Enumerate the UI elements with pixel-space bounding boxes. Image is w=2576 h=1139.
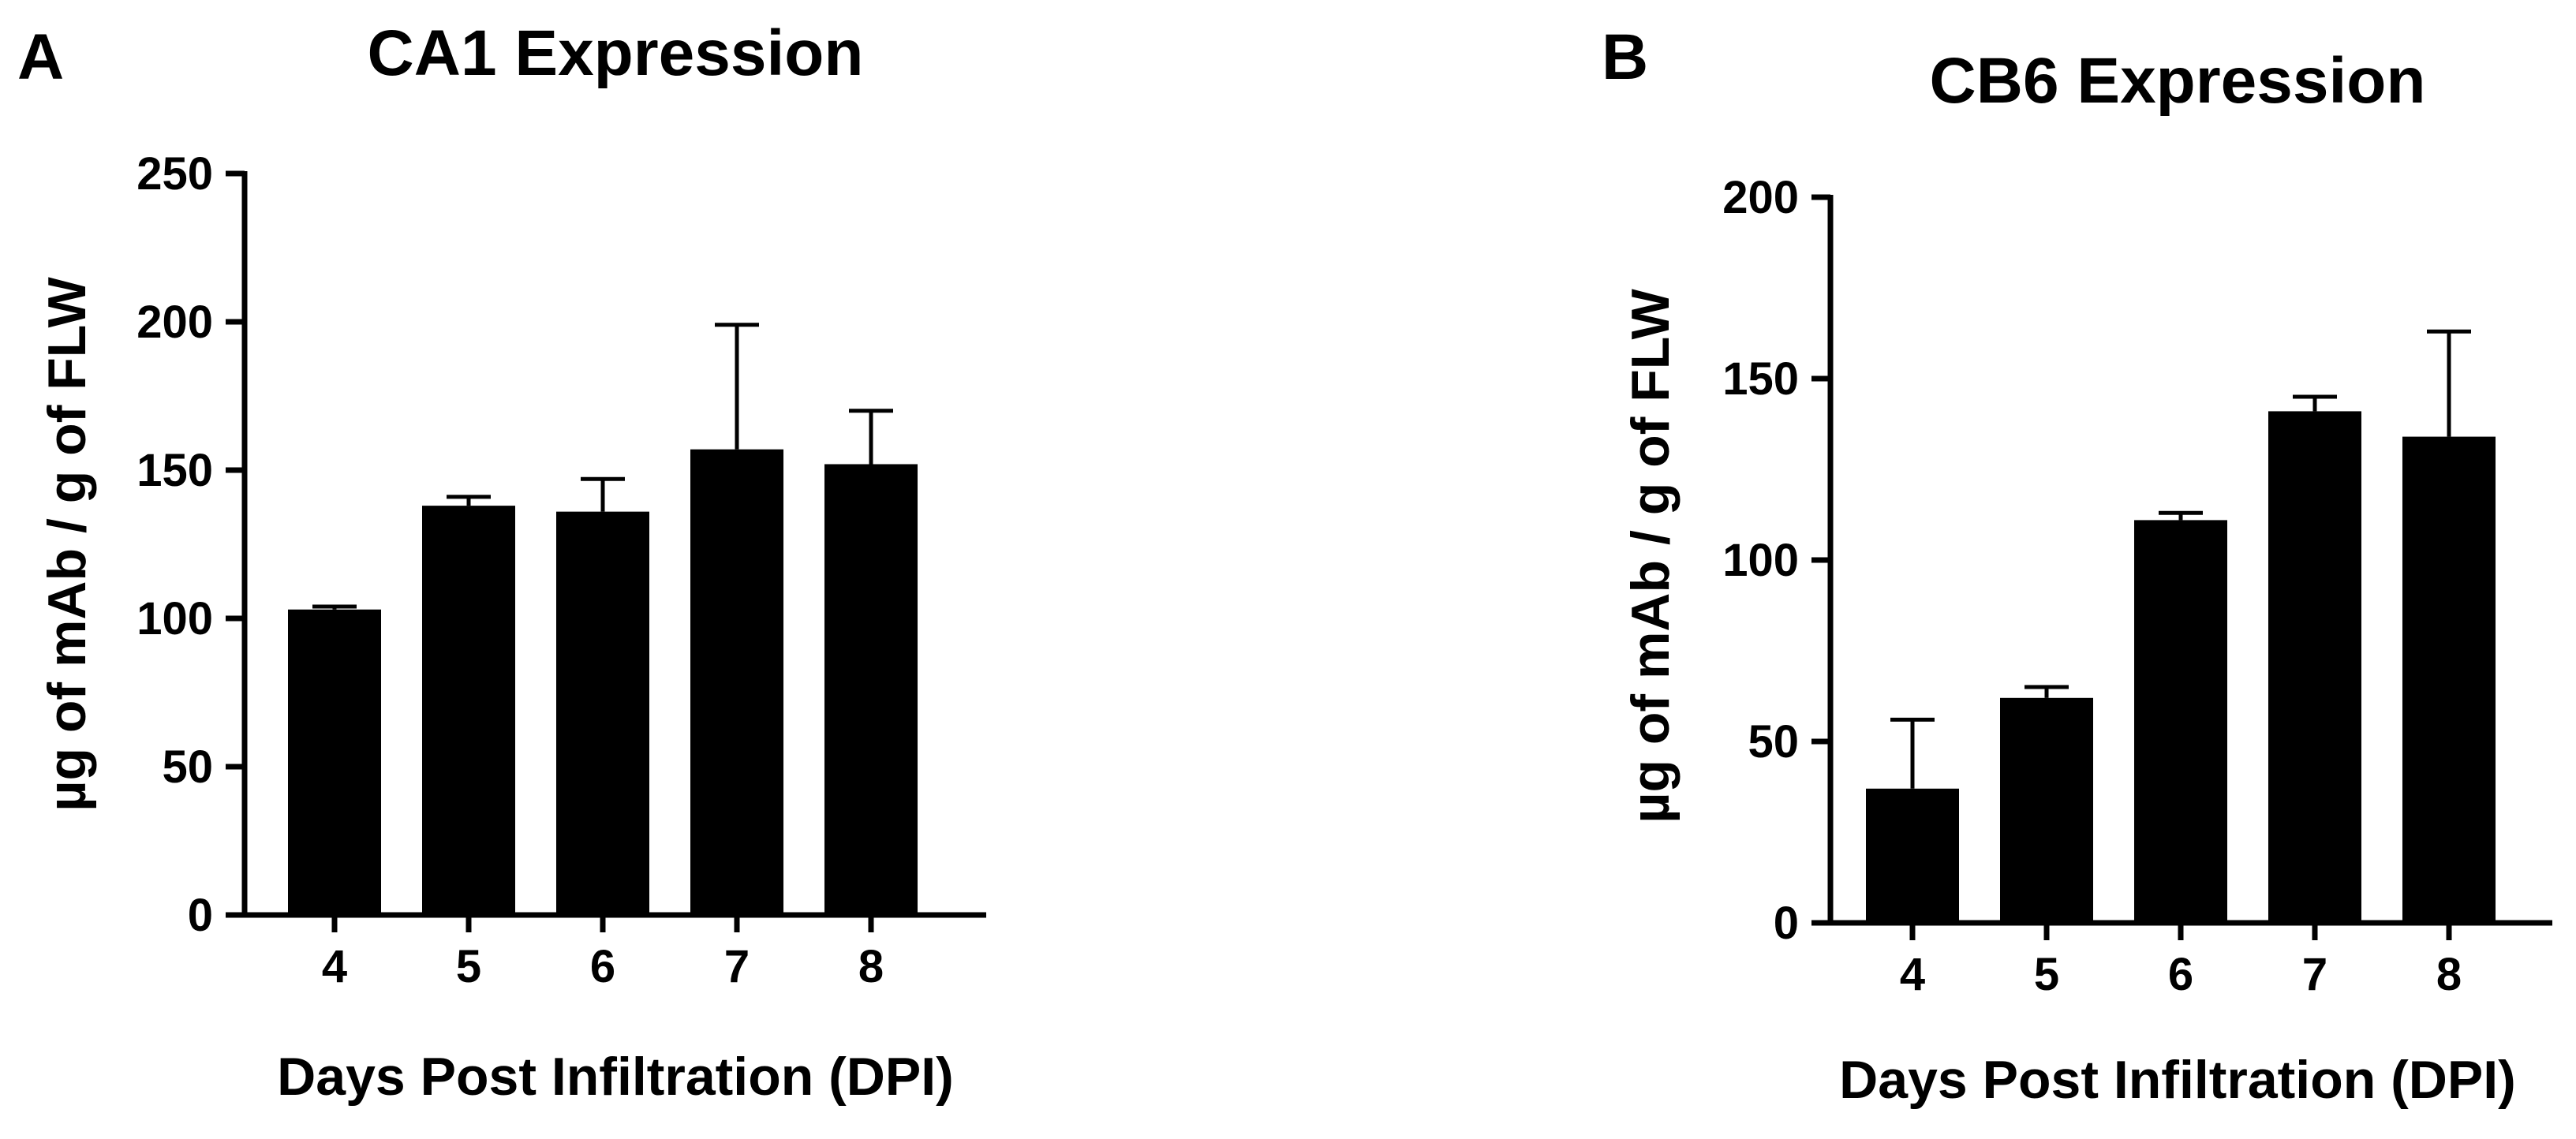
chart-marks: 0 50 100 150 200 4 5 6 7 8	[1722, 172, 2552, 1000]
x-tick-label: 5	[456, 941, 481, 992]
y-tick-label: 150	[136, 445, 213, 496]
x-tick-label: 4	[1900, 949, 1925, 1000]
x-axis-label: Days Post Infiltration (DPI)	[277, 1047, 954, 1107]
bar-8	[824, 464, 918, 915]
y-tick-label: 0	[188, 890, 213, 941]
bar-6	[556, 511, 649, 915]
y-tick-label: 100	[1722, 535, 1799, 586]
y-tick-label: 250	[136, 148, 213, 200]
panel-letter: B	[1602, 21, 1648, 93]
x-tick-label: 7	[724, 941, 750, 992]
x-tick-label: 8	[2436, 949, 2462, 1000]
y-tick-label: 0	[1774, 898, 1799, 949]
panel-letter: A	[17, 21, 64, 93]
x-tick-label: 7	[2302, 949, 2327, 1000]
y-axis-label: µg of mAb / g of FLW	[1621, 288, 1681, 823]
y-tick-label: 200	[136, 297, 213, 348]
bar-6	[2134, 520, 2227, 923]
x-axis-label: Days Post Infiltration (DPI)	[1839, 1050, 2516, 1110]
bar-4	[1866, 788, 1959, 923]
bar-7	[2268, 411, 2361, 923]
x-tick-label: 5	[2034, 949, 2059, 1000]
y-axis-label: µg of mAb / g of FLW	[37, 276, 97, 811]
x-tick-label: 6	[2168, 949, 2193, 1000]
bar-7	[690, 449, 783, 915]
bar-5	[2000, 697, 2093, 923]
x-tick-label: 6	[590, 941, 615, 992]
y-tick-label: 100	[136, 593, 213, 644]
x-tick-label: 4	[322, 941, 347, 992]
y-tick-label: 150	[1722, 353, 1799, 405]
chart-panel-a: A CA1 Expression µg of mAb / g of FLW Da…	[17, 17, 986, 1107]
bar-5	[422, 506, 515, 915]
chart-title: CA1 Expression	[368, 17, 864, 89]
bar-4	[288, 609, 381, 915]
x-tick-label: 8	[858, 941, 884, 992]
chart-panel-b: B CB6 Expression µg of mAb / g of FLW Da…	[1602, 21, 2552, 1110]
chart-marks: 0 50 100 150 200 250 4 5 6 7 8	[136, 148, 986, 992]
bar-8	[2402, 436, 2496, 923]
y-tick-label: 50	[162, 741, 213, 793]
y-tick-label: 200	[1722, 172, 1799, 223]
chart-title: CB6 Expression	[1930, 45, 2426, 117]
y-tick-label: 50	[1748, 716, 1799, 767]
